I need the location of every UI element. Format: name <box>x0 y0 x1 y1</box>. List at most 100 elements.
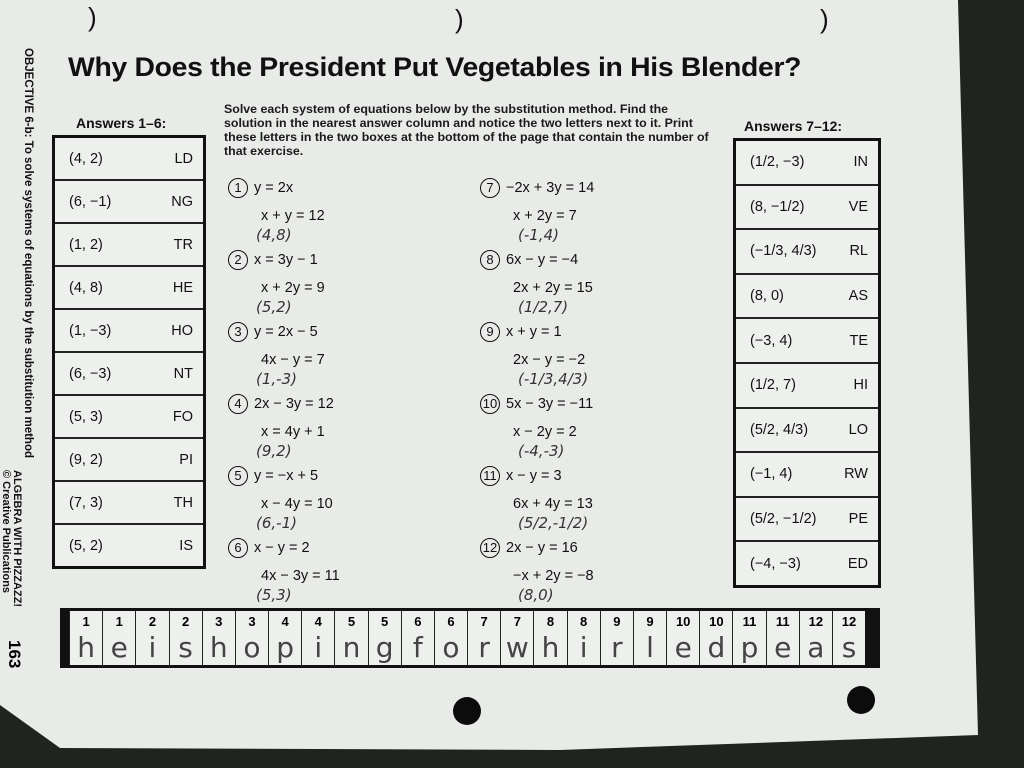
answer-code: NT <box>173 365 193 382</box>
cell-letter: p <box>740 631 759 664</box>
answer-code: IN <box>853 154 869 171</box>
instructions: Solve each system of equations below by … <box>224 102 709 158</box>
exercise-7-eq2: x + 2y = 7 <box>513 208 577 224</box>
binder-mark: ) <box>455 4 464 34</box>
answer-code: RL <box>849 243 868 260</box>
exercise-5: 5 y = −x + 5 <box>228 466 318 486</box>
answer-pair: (1/2, −3) <box>750 154 805 171</box>
answer-row: (−3, 4) TE <box>736 319 878 364</box>
cell-letter: p <box>276 631 294 664</box>
equation-1: x = 3y − 1 <box>254 252 318 268</box>
answer-pair: (5, 3) <box>69 408 103 425</box>
cell-letter: h <box>541 631 560 664</box>
answer-row: (1/2, −3) IN <box>736 141 878 186</box>
answer-pair: (6, −3) <box>69 365 112 382</box>
exercise-3: 3 y = 2x − 5 <box>228 322 318 342</box>
exercise-10: 10 5x − 3y = −11 <box>480 394 593 414</box>
cell-letter: i <box>579 631 588 664</box>
cell-number: 9 <box>613 614 621 629</box>
answer-cell: 11 p <box>732 611 766 665</box>
exercise-8: 8 6x − y = −4 <box>480 250 578 270</box>
answer-code: RW <box>844 466 868 483</box>
exercise-10-eq2: x − 2y = 2 <box>513 424 577 440</box>
exercise-number: 12 <box>480 538 500 558</box>
answer-row: (6, −1) NG <box>55 181 203 224</box>
answer-row: (1/2, 7) HI <box>736 364 878 409</box>
exercise-6: 6 x − y = 2 <box>228 538 310 558</box>
handwritten-solution: (1/2,7) <box>518 298 569 316</box>
exercise-2: 2 x = 3y − 1 <box>228 250 318 270</box>
equation-1: 5x − 3y = −11 <box>506 396 594 412</box>
exercise-9: 9 x + y = 1 <box>480 322 562 342</box>
handwritten-solution: (-1,4) <box>518 226 559 244</box>
exercise-6-eq2: 4x − 3y = 11 <box>261 568 340 584</box>
punch-hole <box>847 686 875 714</box>
answer-row: (5/2, −1/2) PE <box>736 498 878 543</box>
answer-row: (−1/3, 4/3) RL <box>736 230 878 275</box>
answer-code: TE <box>849 332 868 349</box>
answer-cell: 10 e <box>666 611 700 665</box>
cell-letter: s <box>841 631 857 664</box>
exercise-number: 2 <box>228 250 248 270</box>
answer-cell: 11 e <box>765 611 799 665</box>
answer-row: (1, 2) TR <box>55 224 203 267</box>
equation-1: 2x − 3y = 12 <box>254 396 334 412</box>
binder-mark: ) <box>88 2 97 32</box>
exercise-11-eq2: 6x + 4y = 13 <box>513 496 593 512</box>
answer-row: (6, −3) NT <box>55 353 203 396</box>
cell-number: 8 <box>580 614 588 629</box>
answer-code: IS <box>179 537 193 554</box>
answer-code: HI <box>853 377 869 394</box>
exercise-1: 1 y = 2x <box>228 178 293 198</box>
answer-code: HO <box>171 322 193 339</box>
cell-letter: o <box>442 631 460 664</box>
cell-number: 5 <box>347 614 356 629</box>
exercise-2-eq2: x + 2y = 9 <box>261 280 325 296</box>
cell-number: 4 <box>281 614 289 629</box>
handwritten-solution: (1,-3) <box>256 370 297 388</box>
handwritten-solution: (-4,-3) <box>518 442 565 460</box>
answer-code: NG <box>171 193 193 210</box>
cell-letter: g <box>375 631 394 664</box>
answer-row: (−4, −3) ED <box>736 542 878 585</box>
exercise-number: 11 <box>480 466 500 486</box>
cell-letter: s <box>178 631 193 664</box>
answer-code: TR <box>173 236 193 253</box>
cell-letter: a <box>807 631 825 664</box>
cell-letter: h <box>77 631 95 664</box>
publisher-line-1: ALGEBRA WITH PIZZAZZ! <box>11 470 23 608</box>
exercise-number: 6 <box>228 538 248 558</box>
exercise-4-eq2: x = 4y + 1 <box>261 424 325 440</box>
exercise-12-eq2: −x + 2y = −8 <box>513 568 594 584</box>
cell-number: 1 <box>115 614 123 629</box>
cell-letter: r <box>611 631 623 664</box>
equation-1: y = 2x <box>254 180 294 196</box>
answer-strip: 1 h 1 e 2 i 2 s 3 h 3 o 4 p 4 i 5 n 5 g 6 f 6 o 7 r 7 w 8 h 8 i 9 r 9 l 10 e 1… <box>60 608 880 668</box>
exercise-number: 1 <box>228 178 248 198</box>
handwritten-solution: (6,-1) <box>256 514 297 532</box>
answer-pair: (−3, 4) <box>750 332 793 349</box>
cell-number: 2 <box>148 614 157 629</box>
answer-row: (7, 3) TH <box>55 482 203 525</box>
equation-1: 6x − y = −4 <box>506 252 579 268</box>
cell-number: 1 <box>82 614 90 629</box>
cell-number: 8 <box>546 614 555 629</box>
cell-number: 10 <box>709 614 724 629</box>
answer-pair: (8, −1/2) <box>750 198 805 215</box>
answer-code: VE <box>848 198 868 215</box>
cell-number: 12 <box>841 614 857 629</box>
answer-pair: (9, 2) <box>69 451 103 468</box>
answers-right-heading: Answers 7–12: <box>744 118 843 134</box>
